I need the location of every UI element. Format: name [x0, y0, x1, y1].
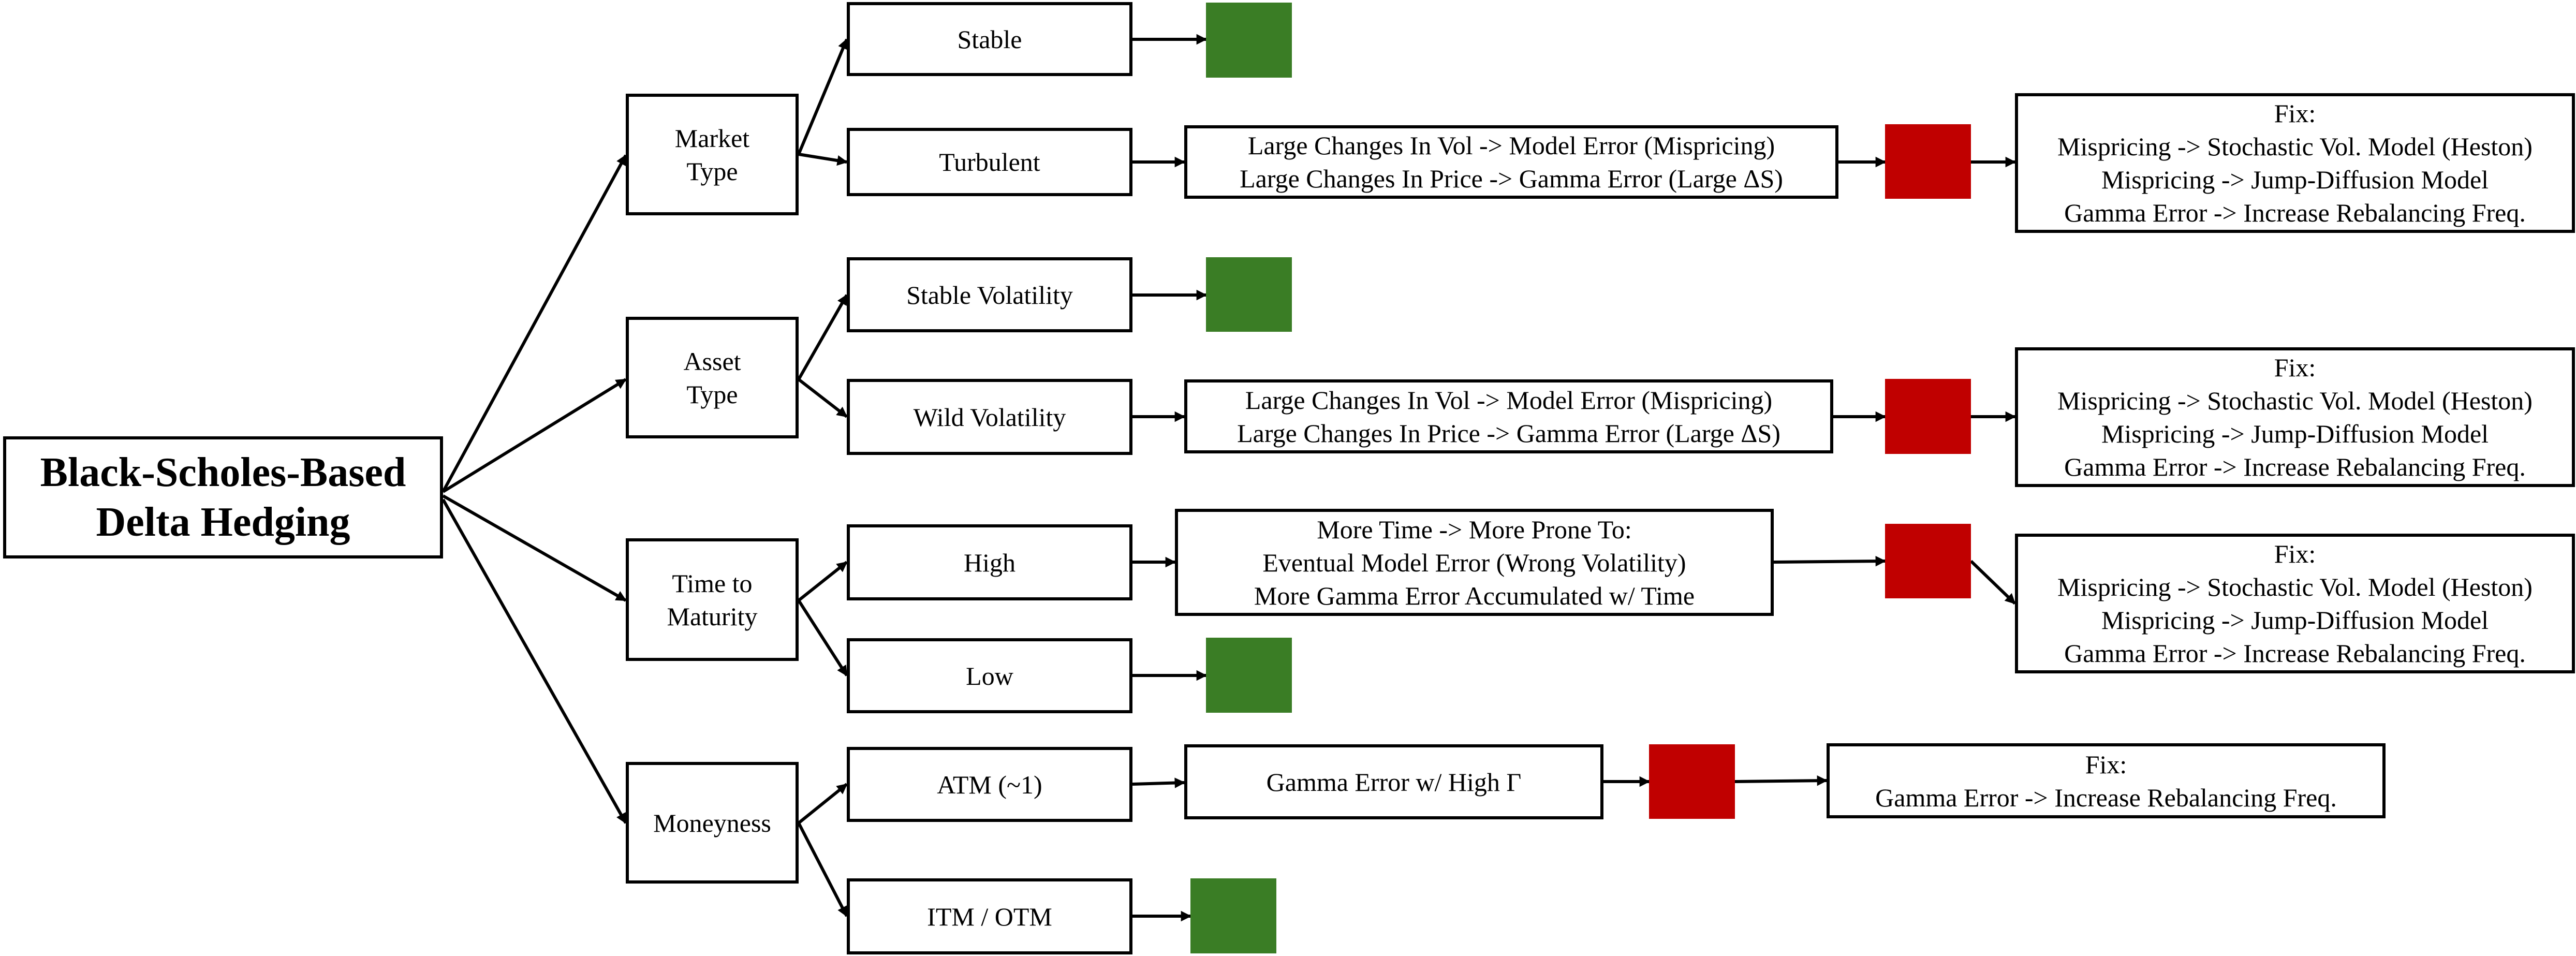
- fix-line: Mispricing -> Stochastic Vol. Model (Hes…: [2057, 132, 2533, 161]
- connector-arrow: [441, 498, 627, 824]
- option-itm-otm: ITM / OTM: [847, 878, 1132, 954]
- outcome-ok-low: [1206, 638, 1292, 713]
- category-label-line1: Asset: [683, 346, 741, 376]
- outcome-ok-stable: [1206, 3, 1292, 78]
- category-asset-type: Asset Type: [626, 317, 799, 438]
- option-stable-volatility: Stable Volatility: [847, 257, 1132, 332]
- effect-high: More Time -> More Prone To: Eventual Mod…: [1175, 509, 1774, 616]
- option-turbulent: Turbulent: [847, 128, 1132, 196]
- connector-arrow: [798, 783, 848, 825]
- fix-line: Mispricing -> Jump-Diffusion Model: [2101, 165, 2489, 194]
- fix-line: Gamma Error -> Increase Rebalancing Freq…: [1875, 783, 2337, 812]
- fix-line: Fix:: [2274, 99, 2316, 128]
- category-label-line1: Time to: [672, 568, 753, 598]
- effect-line: More Gamma Error Accumulated w/ Time: [1254, 581, 1695, 610]
- option-atm: ATM (~1): [847, 747, 1132, 822]
- connector-arrow: [1969, 560, 2016, 605]
- fix-line: Gamma Error -> Increase Rebalancing Freq…: [2064, 198, 2526, 227]
- effect-line: Gamma Error w/ High Γ: [1266, 767, 1522, 797]
- effect-line: Eventual Model Error (Wrong Volatility): [1262, 548, 1686, 577]
- fix-line: Fix:: [2085, 749, 2127, 779]
- option-wild-volatility: Wild Volatility: [847, 379, 1132, 455]
- effect-line: Large Changes In Vol -> Model Error (Mis…: [1245, 385, 1773, 415]
- outcome-bad-high: [1885, 524, 1971, 598]
- effect-line: More Time -> More Prone To:: [1317, 514, 1632, 544]
- connector-arrow: [441, 154, 627, 493]
- outcome-bad-atm: [1649, 744, 1735, 819]
- fix-line: Fix:: [2274, 353, 2316, 382]
- connector-arrow: [1132, 777, 1186, 788]
- connector-arrow: [798, 153, 848, 166]
- effect-line: Large Changes In Price -> Gamma Error (L…: [1237, 418, 1780, 448]
- fix-line: Gamma Error -> Increase Rebalancing Freq…: [2064, 639, 2526, 668]
- connector-arrow: [797, 822, 848, 917]
- outcome-bad-wild-volatility: [1885, 379, 1971, 454]
- root-title-line1: Black-Scholes-Based: [40, 450, 406, 495]
- option-label: High: [964, 548, 1015, 577]
- option-label: Stable Volatility: [906, 280, 1073, 310]
- root-node: Black-Scholes-Based Delta Hedging: [3, 436, 443, 558]
- option-label: Low: [966, 661, 1013, 690]
- option-label: Stable: [957, 24, 1022, 54]
- option-label: ITM / OTM: [927, 902, 1052, 931]
- outcome-ok-itm-otm: [1190, 878, 1276, 953]
- connector-arrow: [442, 494, 627, 602]
- option-high: High: [847, 524, 1132, 600]
- fix-line: Mispricing -> Jump-Diffusion Model: [2101, 419, 2489, 448]
- fix-line: Mispricing -> Stochastic Vol. Model (Hes…: [2057, 572, 2533, 601]
- effect-line: Large Changes In Price -> Gamma Error (L…: [1240, 164, 1783, 193]
- connector-arrow: [442, 378, 627, 493]
- connector-arrow: [797, 599, 848, 676]
- category-label-line2: Maturity: [667, 601, 758, 631]
- connector-arrow: [1734, 775, 1828, 786]
- outcome-bad-turbulent: [1885, 124, 1971, 199]
- option-stable: Stable: [847, 2, 1132, 76]
- fix-line: Gamma Error -> Increase Rebalancing Freq…: [2064, 452, 2526, 481]
- connector-arrow: [798, 561, 848, 602]
- fix-line: Mispricing -> Jump-Diffusion Model: [2101, 606, 2489, 635]
- fix-asset-type: Fix: Mispricing -> Stochastic Vol. Model…: [2015, 347, 2575, 487]
- connector-arrow: [797, 38, 848, 155]
- effect-wild-volatility: Large Changes In Vol -> Model Error (Mis…: [1184, 379, 1833, 453]
- connector-arrow: [797, 294, 848, 380]
- option-label: Wild Volatility: [913, 402, 1066, 432]
- option-low: Low: [847, 638, 1132, 713]
- connector-arrow: [1773, 555, 1887, 567]
- effect-line: Large Changes In Vol -> Model Error (Mis…: [1247, 131, 1775, 160]
- connector-arrow: [798, 378, 848, 418]
- fix-time-to-maturity: Fix: Mispricing -> Stochastic Vol. Model…: [2015, 534, 2575, 673]
- outcome-ok-stable-volatility: [1206, 257, 1292, 332]
- category-label-line1: Market: [674, 123, 750, 153]
- effect-turbulent: Large Changes In Vol -> Model Error (Mis…: [1184, 125, 1838, 199]
- effect-atm: Gamma Error w/ High Γ: [1184, 744, 1603, 819]
- category-moneyness: Moneyness: [626, 762, 799, 884]
- category-time-to-maturity: Time to Maturity: [626, 538, 799, 661]
- category-label: Moneyness: [653, 808, 771, 837]
- category-label-line2: Type: [686, 156, 738, 186]
- category-market-type: Market Type: [626, 94, 799, 215]
- fix-market-type: Fix: Mispricing -> Stochastic Vol. Model…: [2015, 93, 2575, 233]
- category-label-line2: Type: [686, 379, 738, 409]
- root-title-line2: Delta Hedging: [96, 499, 350, 545]
- fix-line: Mispricing -> Stochastic Vol. Model (Hes…: [2057, 386, 2533, 415]
- fix-line: Fix:: [2274, 539, 2316, 568]
- option-label: ATM (~1): [937, 770, 1042, 799]
- fix-moneyness: Fix: Gamma Error -> Increase Rebalancing…: [1827, 743, 2386, 818]
- option-label: Turbulent: [939, 148, 1040, 177]
